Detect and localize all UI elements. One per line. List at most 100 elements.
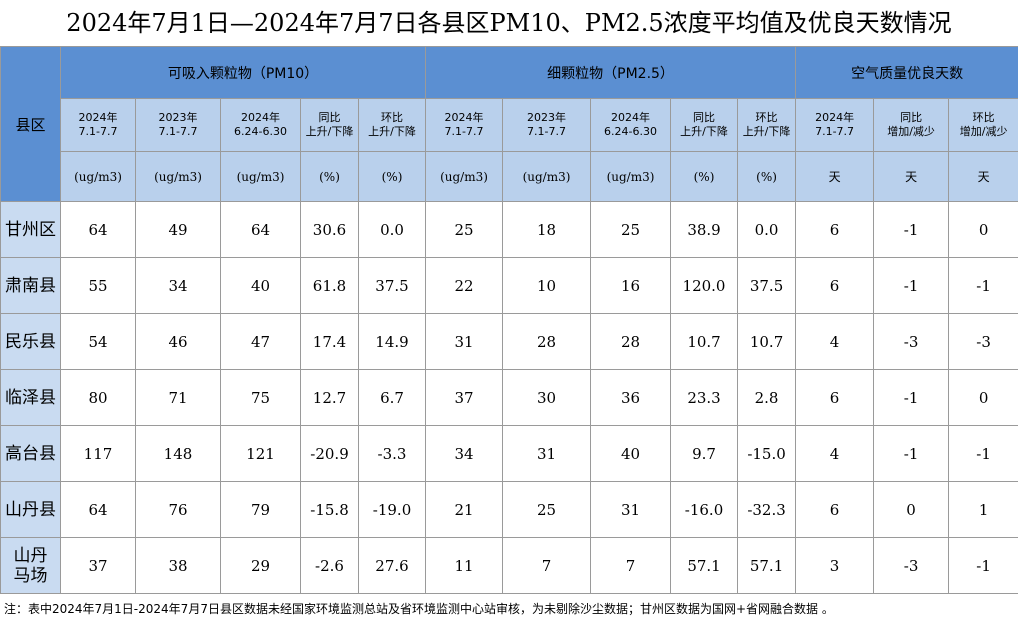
data-cell: 7 (503, 538, 591, 594)
county-name: 山丹县 (1, 482, 61, 538)
text-line: 上升/下降 (671, 125, 737, 139)
data-cell: 16 (591, 258, 671, 314)
subheader: 环比上升/下降 (738, 99, 796, 152)
data-cell: 36 (591, 370, 671, 426)
data-cell: 55 (61, 258, 136, 314)
data-cell: -20.9 (301, 426, 359, 482)
data-cell: -1 (949, 426, 1018, 482)
note: 注：表中2024年7月1日-2024年7月7日县区数据未经国家环境监测总站及省环… (0, 594, 1018, 626)
text-line: 上升/下降 (359, 125, 425, 139)
text-line: 7.1-7.7 (61, 125, 135, 139)
data-cell: 10.7 (738, 314, 796, 370)
unit-row: (ug/m3)(ug/m3)(ug/m3)(%)(%)(ug/m3)(ug/m3… (1, 152, 1018, 202)
text-line: 7.1-7.7 (796, 125, 873, 139)
data-cell: 46 (136, 314, 221, 370)
data-cell: -1 (949, 538, 1018, 594)
data-cell: 7 (591, 538, 671, 594)
text-line: 2024年 (796, 111, 873, 125)
unit: 天 (796, 152, 874, 202)
group-header: 可吸入颗粒物（PM10） (61, 47, 426, 99)
data-cell: 37 (61, 538, 136, 594)
data-cell: 37 (426, 370, 503, 426)
data-cell: -3.3 (359, 426, 426, 482)
data-cell: 120.0 (671, 258, 738, 314)
data-cell: 76 (136, 482, 221, 538)
text-line: 2024年 (591, 111, 670, 125)
data-cell: 64 (221, 202, 301, 258)
data-cell: 40 (221, 258, 301, 314)
data-cell: 31 (503, 426, 591, 482)
corner-header: 县区 (1, 47, 61, 202)
text-line: 2024年 (61, 111, 135, 125)
data-cell: 18 (503, 202, 591, 258)
text-line: 肃南县 (1, 276, 60, 296)
data-cell: 61.8 (301, 258, 359, 314)
text-line: 环比 (738, 111, 795, 125)
data-cell: 28 (503, 314, 591, 370)
data-cell: 10 (503, 258, 591, 314)
data-cell: 14.9 (359, 314, 426, 370)
subheader: 环比上升/下降 (359, 99, 426, 152)
data-cell: 0 (874, 482, 949, 538)
text-line: 6.24-6.30 (591, 125, 670, 139)
data-cell: 79 (221, 482, 301, 538)
data-cell: 12.7 (301, 370, 359, 426)
data-cell: 4 (796, 314, 874, 370)
subheader: 环比增加/减少 (949, 99, 1018, 152)
data-cell: 71 (136, 370, 221, 426)
data-cell: 121 (221, 426, 301, 482)
unit: (ug/m3) (221, 152, 301, 202)
data-cell: 29 (221, 538, 301, 594)
data-cell: 28 (591, 314, 671, 370)
text-line: 临泽县 (1, 388, 60, 408)
data-cell: 2.8 (738, 370, 796, 426)
text-line: 山丹县 (1, 500, 60, 520)
subheader: 同比增加/减少 (874, 99, 949, 152)
data-cell: -3 (949, 314, 1018, 370)
data-cell: 148 (136, 426, 221, 482)
data-cell: -1 (874, 426, 949, 482)
text-line: 山丹 (1, 546, 60, 566)
data-cell: 75 (221, 370, 301, 426)
data-cell: -15.0 (738, 426, 796, 482)
text-line: 同比 (301, 111, 358, 125)
data-cell: -1 (874, 258, 949, 314)
data-cell: 27.6 (359, 538, 426, 594)
data-cell: 117 (61, 426, 136, 482)
text-line: 2024年 (221, 111, 300, 125)
data-cell: 31 (591, 482, 671, 538)
unit: 天 (949, 152, 1018, 202)
data-cell: 49 (136, 202, 221, 258)
text-line: 环比 (949, 111, 1018, 125)
data-cell: 21 (426, 482, 503, 538)
data-cell: 40 (591, 426, 671, 482)
text-line: 同比 (874, 111, 948, 125)
data-cell: 1 (949, 482, 1018, 538)
data-cell: 10.7 (671, 314, 738, 370)
data-cell: 38.9 (671, 202, 738, 258)
unit: (%) (301, 152, 359, 202)
unit: (ug/m3) (61, 152, 136, 202)
data-cell: 25 (426, 202, 503, 258)
data-cell: 80 (61, 370, 136, 426)
text-line: 2023年 (136, 111, 220, 125)
data-cell: 0.0 (738, 202, 796, 258)
county-name: 高台县 (1, 426, 61, 482)
county-name: 甘州区 (1, 202, 61, 258)
text-line: 7.1-7.7 (136, 125, 220, 139)
data-cell: 64 (61, 202, 136, 258)
county-name: 山丹马场 (1, 538, 61, 594)
text-line: 马场 (1, 566, 60, 586)
